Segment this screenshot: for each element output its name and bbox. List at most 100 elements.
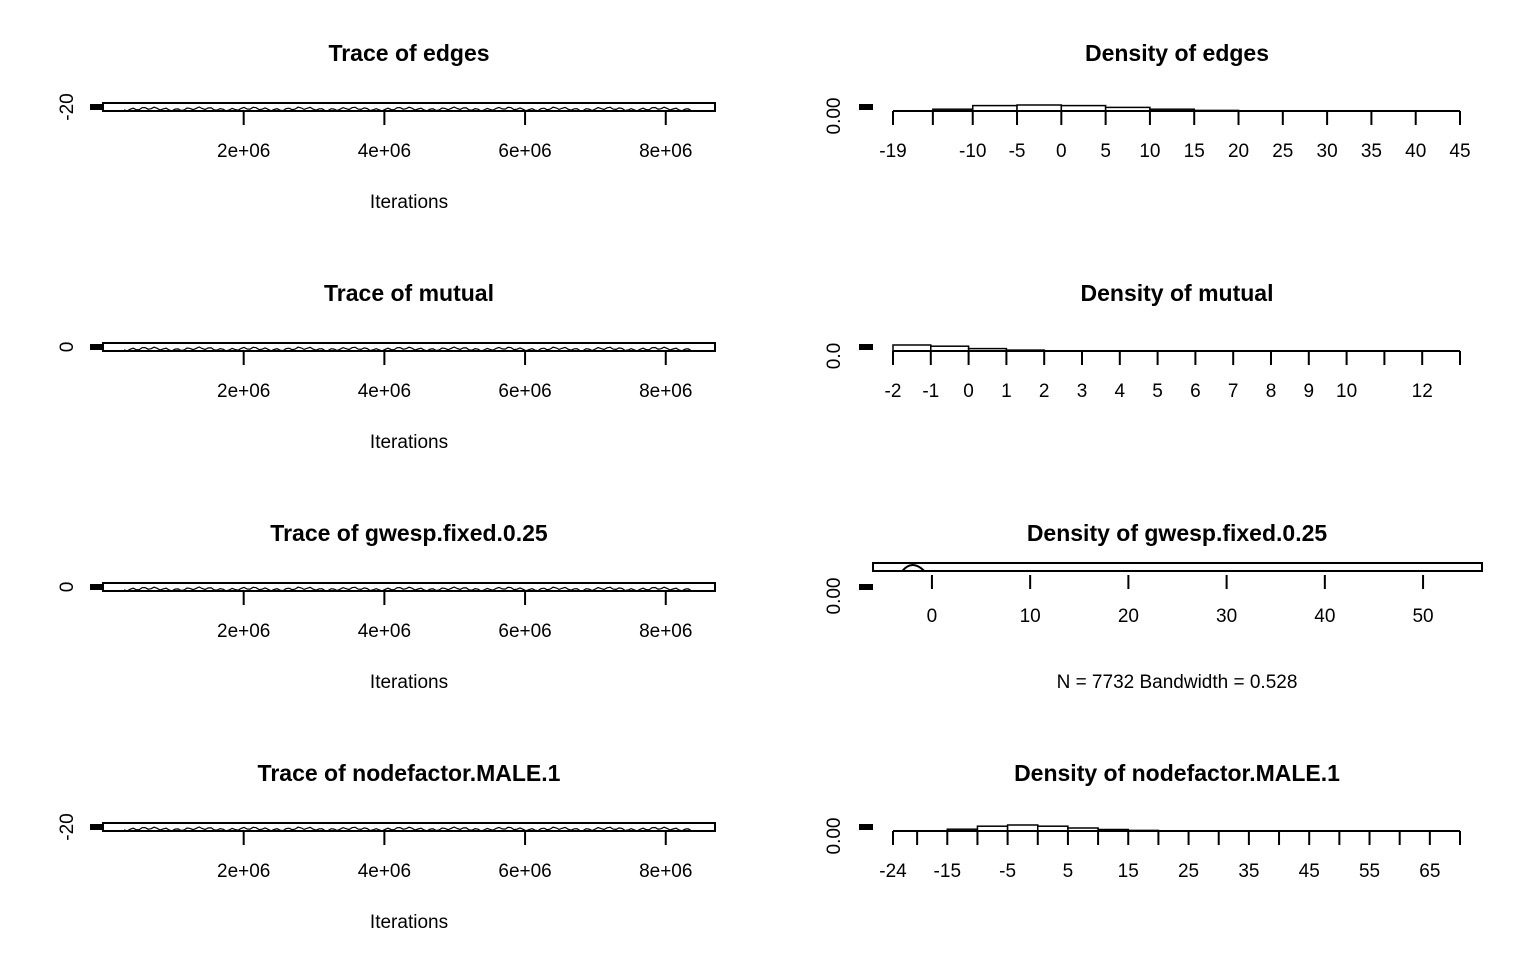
- y-tick-label: -20: [57, 813, 78, 840]
- y-axis-tick-mark: [859, 344, 873, 350]
- x-tick-label: 9: [1304, 381, 1315, 402]
- y-tick-label: 0.0: [824, 343, 845, 369]
- x-tick-label: 12: [1412, 381, 1433, 402]
- x-tick-label: -19: [879, 141, 906, 162]
- x-tick-label: 20: [1118, 606, 1139, 627]
- x-tick-label: 4e+06: [358, 381, 411, 402]
- x-tick-label: 10: [1336, 381, 1357, 402]
- x-tick-label: -1: [922, 381, 939, 402]
- x-tick-label: 5: [1100, 141, 1111, 162]
- trace-series-line: [123, 106, 692, 112]
- x-tick-label: 6e+06: [498, 621, 551, 642]
- x-tick-label: -5: [1009, 141, 1026, 162]
- panel-title: Density of edges: [1085, 40, 1269, 66]
- trace-series-line: [123, 586, 692, 592]
- x-tick-label: 1: [1001, 381, 1012, 402]
- y-axis-tick-mark: [859, 584, 873, 590]
- x-tick-label: 30: [1216, 606, 1237, 627]
- x-tick-label: 10: [1139, 141, 1160, 162]
- x-tick-label: -10: [959, 141, 986, 162]
- y-tick-label: 0: [57, 342, 78, 353]
- trace-panel-1: Trace of mutual 2e+06 4e+06 6e+06 8e+06 0 Iter…: [57, 280, 716, 453]
- density-panel-3: Density of nodefactor.MALE.1 0.00 -24 -15 -5…: [824, 760, 1461, 882]
- x-tick-label: 40: [1314, 606, 1335, 627]
- y-tick-label: 0.00: [824, 818, 845, 855]
- x-tick-label: 45: [1449, 141, 1470, 162]
- y-axis-tick-mark: [859, 104, 873, 110]
- x-tick-label: 35: [1238, 861, 1259, 882]
- x-tick-label: 30: [1317, 141, 1338, 162]
- y-tick-label: 0: [57, 582, 78, 593]
- x-tick-label: 55: [1359, 861, 1380, 882]
- x-tick-label: 65: [1419, 861, 1440, 882]
- x-axis-label: Iterations: [370, 672, 448, 693]
- x-tick-label: 7: [1228, 381, 1239, 402]
- y-axis-tick-mark: [90, 584, 103, 590]
- x-axis-label: Iterations: [370, 912, 448, 933]
- x-tick-label: 25: [1178, 861, 1199, 882]
- x-tick-label: 2e+06: [217, 381, 270, 402]
- x-axis-label: N = 7732 Bandwidth = 0.528: [1057, 672, 1298, 693]
- y-tick-label: -20: [57, 93, 78, 120]
- x-tick-label: 5: [1152, 381, 1163, 402]
- x-tick-label: 8e+06: [639, 381, 692, 402]
- y-axis-tick-mark: [90, 104, 103, 110]
- x-tick-label: 40: [1405, 141, 1426, 162]
- y-tick-label: 0.00: [824, 578, 845, 615]
- panel-title: Trace of gwesp.fixed.0.25: [270, 520, 548, 546]
- x-tick-label: 2e+06: [217, 141, 270, 162]
- x-tick-label: -5: [999, 861, 1016, 882]
- x-tick-label: 25: [1272, 141, 1293, 162]
- x-tick-label: 2e+06: [217, 621, 270, 642]
- x-axis-label: Iterations: [370, 192, 448, 213]
- x-tick-label: 6e+06: [498, 141, 551, 162]
- x-tick-label: 0: [963, 381, 974, 402]
- x-tick-label: -24: [879, 861, 907, 882]
- x-tick-label: 6e+06: [498, 381, 551, 402]
- x-tick-label: 4e+06: [358, 141, 411, 162]
- trace-panel-0: Trace of edges 2e+06 4e+06 6e+06 8e+06 -20 Ite…: [57, 40, 716, 213]
- x-tick-label: 4: [1115, 381, 1126, 402]
- y-tick-label: 0.00: [824, 98, 845, 135]
- x-tick-label: 5: [1063, 861, 1074, 882]
- x-tick-label: 4e+06: [358, 861, 411, 882]
- panel-title: Density of nodefactor.MALE.1: [1014, 760, 1340, 786]
- x-tick-label: 2: [1039, 381, 1050, 402]
- x-tick-label: 20: [1228, 141, 1249, 162]
- y-axis-tick-mark: [90, 824, 103, 830]
- x-tick-label: -15: [934, 861, 961, 882]
- x-tick-label: 6e+06: [498, 861, 551, 882]
- x-tick-label: 0: [927, 606, 938, 627]
- panel-title: Trace of edges: [328, 40, 489, 66]
- x-tick-label: 35: [1361, 141, 1382, 162]
- x-tick-label: 3: [1077, 381, 1088, 402]
- x-tick-label: 2e+06: [217, 861, 270, 882]
- x-tick-label: 8e+06: [639, 861, 692, 882]
- trace-panel-2: Trace of gwesp.fixed.0.25 2e+06 4e+06 6e+06…: [57, 520, 716, 693]
- trace-series-line: [123, 346, 692, 352]
- panel-title: Density of gwesp.fixed.0.25: [1027, 520, 1328, 546]
- x-tick-label: 8e+06: [639, 621, 692, 642]
- x-tick-label: 6: [1190, 381, 1201, 402]
- panel-title: Trace of mutual: [324, 280, 494, 306]
- panel-title: Density of mutual: [1081, 280, 1274, 306]
- plot-frame: [872, 562, 1483, 572]
- panel-title: Trace of nodefactor.MALE.1: [258, 760, 561, 786]
- y-axis-tick-mark: [859, 824, 873, 830]
- x-tick-label: 50: [1412, 606, 1433, 627]
- y-axis-tick-mark: [90, 344, 103, 350]
- density-panel-0: Density of edges 0.00 -19 -10 -5 0 5 10 15 20 25 30…: [824, 40, 1471, 162]
- x-axis-label: Iterations: [370, 432, 448, 453]
- x-tick-label: 15: [1184, 141, 1205, 162]
- x-tick-label: 4e+06: [358, 621, 411, 642]
- x-tick-label: 15: [1118, 861, 1139, 882]
- x-tick-label: 8e+06: [639, 141, 692, 162]
- x-tick-label: 10: [1020, 606, 1041, 627]
- density-panel-2: Density of gwesp.fixed.0.25 0.00 0 10 20 30 40…: [824, 520, 1483, 693]
- x-tick-label: 0: [1056, 141, 1067, 162]
- trace-series-line: [123, 826, 692, 832]
- density-curve: [873, 564, 1482, 572]
- x-tick-label: 8: [1266, 381, 1277, 402]
